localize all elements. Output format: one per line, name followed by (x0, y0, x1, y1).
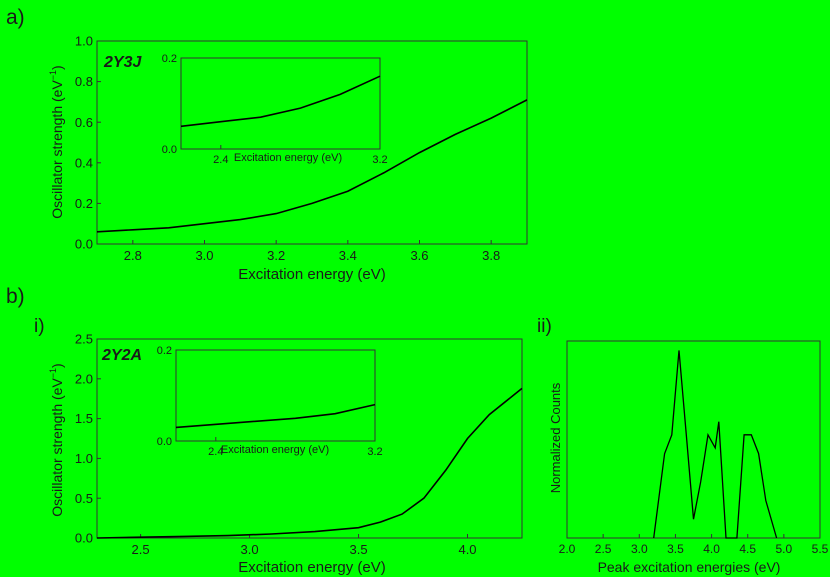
panel-sublabel-bi: i) (34, 316, 45, 337)
panel-bi-ylabel: Oscillator strength (eV−1) (48, 363, 65, 516)
panel-bi-ylabel-sup: −1 (48, 368, 58, 378)
panel-bi-inset-xtick-label: 3.2 (367, 446, 382, 458)
panel-bi-xtick-label: 2.5 (132, 542, 150, 557)
panel-bi-xtick-label: 3.0 (241, 542, 259, 557)
panel-bi-inset-xlabel: Excitation energy (eV) (221, 444, 329, 456)
panel-a-ylabel-sup: −1 (48, 70, 58, 80)
panel-a-xtick-label: 3.8 (482, 248, 500, 263)
panel-a-xtick-label: 3.4 (339, 248, 357, 263)
panel-a-inset-axes: 2.4 3.2 0.0 0.2 (162, 53, 388, 166)
panel-bi-axes: 2.5 3.0 3.5 4.0 0.0 0.5 1.0 1.5 2.0 2.5 (75, 332, 477, 557)
panel-a-inset-xtick-label: 3.2 (372, 154, 387, 166)
panel-bi-ytick-label: 2.5 (75, 332, 93, 347)
panel-bii-xtick-label: 2.0 (559, 542, 576, 556)
panel-a-ytick-label: 1.0 (75, 34, 93, 49)
panel-bi-annotation: 2Y2A (101, 347, 142, 364)
panel-bi-ylabel-main: Oscillator strength (eV (49, 378, 65, 517)
panel-a-xtick-label: 3.2 (267, 248, 285, 263)
panel-bi-inset-ytick-label: 0.2 (157, 345, 172, 357)
panel-a-inset-xtick-label: 2.4 (213, 154, 228, 166)
panel-a-ylabel-close: ) (49, 65, 65, 70)
panel-a-ylabel-main: Oscillator strength (eV (49, 80, 65, 219)
panel-a-inset-ytick-label: 0.0 (162, 144, 177, 156)
panel-bi-ylabel-close: ) (49, 363, 65, 368)
panel-a-ytick-label: 0.8 (75, 74, 93, 89)
panel-a-inset-xlabel: Excitation energy (eV) (234, 152, 342, 164)
panel-bi-xtick-label: 4.0 (458, 542, 476, 557)
panel-bi-chart: 2.5 3.0 3.5 4.0 0.0 0.5 1.0 1.5 2.0 2.5 2Y2A Exci… (48, 332, 523, 576)
panel-a-xtick-label: 3.0 (195, 248, 213, 263)
panel-bii-xtick-label: 2.5 (595, 542, 612, 556)
panel-bii-xlabel: Peak excitation energies (eV) (598, 559, 781, 575)
panel-bii-series-line (653, 350, 778, 539)
panel-bi-xtick-label: 3.5 (349, 542, 367, 557)
panel-a-xtick-label: 3.6 (410, 248, 428, 263)
panel-a-frame (96, 40, 528, 245)
panel-bii-chart: 2.0 2.5 3.0 3.5 4.0 4.5 5.0 5.5 Peak excitation… (548, 340, 829, 575)
panel-a-annotation: 2Y3J (103, 54, 142, 71)
panel-bi-inset-axes: 2.4 3.2 0.0 0.2 (157, 345, 383, 458)
panel-a-ytick-label: 0.6 (75, 115, 93, 130)
panel-bi-ytick-label: 1.5 (75, 411, 93, 426)
panel-bii-xtick-label: 3.0 (631, 542, 648, 556)
panel-a-inset-ytick-label: 0.2 (162, 53, 177, 65)
panel-bi-inset-ytick-label: 0.0 (157, 436, 172, 448)
panel-bii-xtick-label: 5.5 (812, 542, 829, 556)
panel-bi-ytick-label: 2.0 (75, 371, 93, 386)
panel-a-ytick-label: 0.2 (75, 196, 93, 211)
panel-a-series-line (96, 99, 528, 233)
panel-bi-xlabel: Excitation energy (eV) (238, 559, 386, 576)
panel-bii-axes: 2.0 2.5 3.0 3.5 4.0 4.5 5.0 5.5 (559, 534, 829, 556)
panel-a-ytick-label: 0.4 (75, 155, 93, 170)
panel-bii-frame (566, 340, 821, 539)
panel-bii-xtick-label: 3.5 (667, 542, 684, 556)
panel-bi-ytick-label: 1.0 (75, 451, 93, 466)
panel-a-ylabel: Oscillator strength (eV−1) (48, 65, 65, 218)
panel-bi-ytick-label: 0.5 (75, 491, 93, 506)
panel-bii-ylabel: Normalized Counts (548, 382, 563, 493)
panel-a-axes: 2.8 3.0 3.2 3.4 3.6 3.8 0.0 0.2 0.4 0.6 0.8 1.0 (75, 34, 500, 263)
panel-a-chart: 2.8 3.0 3.2 3.4 3.6 3.8 0.0 0.2 0.4 0.6 0.8 1.0 2Y3… (48, 34, 528, 283)
panel-bii-xtick-label: 5.0 (776, 542, 793, 556)
panel-bii-xtick-label: 4.5 (739, 542, 756, 556)
panel-bi-frame (96, 338, 523, 539)
panel-bi-inset-xtick-label: 2.4 (208, 446, 223, 458)
panel-bi-series-line (96, 387, 523, 539)
panel-bi-inset-series-line (175, 403, 376, 429)
panel-bi-ytick-label: 0.0 (75, 531, 93, 546)
panel-a-inset-series-line (180, 75, 381, 128)
panel-a-xtick-label: 2.8 (124, 248, 142, 263)
panel-label-a: a) (6, 6, 25, 29)
panel-label-b: b) (6, 285, 25, 308)
panel-bi-inset-frame (175, 349, 376, 442)
panel-a-ytick-label: 0.0 (75, 237, 93, 252)
panel-bii-xtick-label: 4.0 (703, 542, 720, 556)
panel-a-inset-frame (180, 57, 381, 150)
panel-sublabel-bii: ii) (537, 316, 552, 337)
panel-a-xlabel: Excitation energy (eV) (238, 266, 386, 283)
